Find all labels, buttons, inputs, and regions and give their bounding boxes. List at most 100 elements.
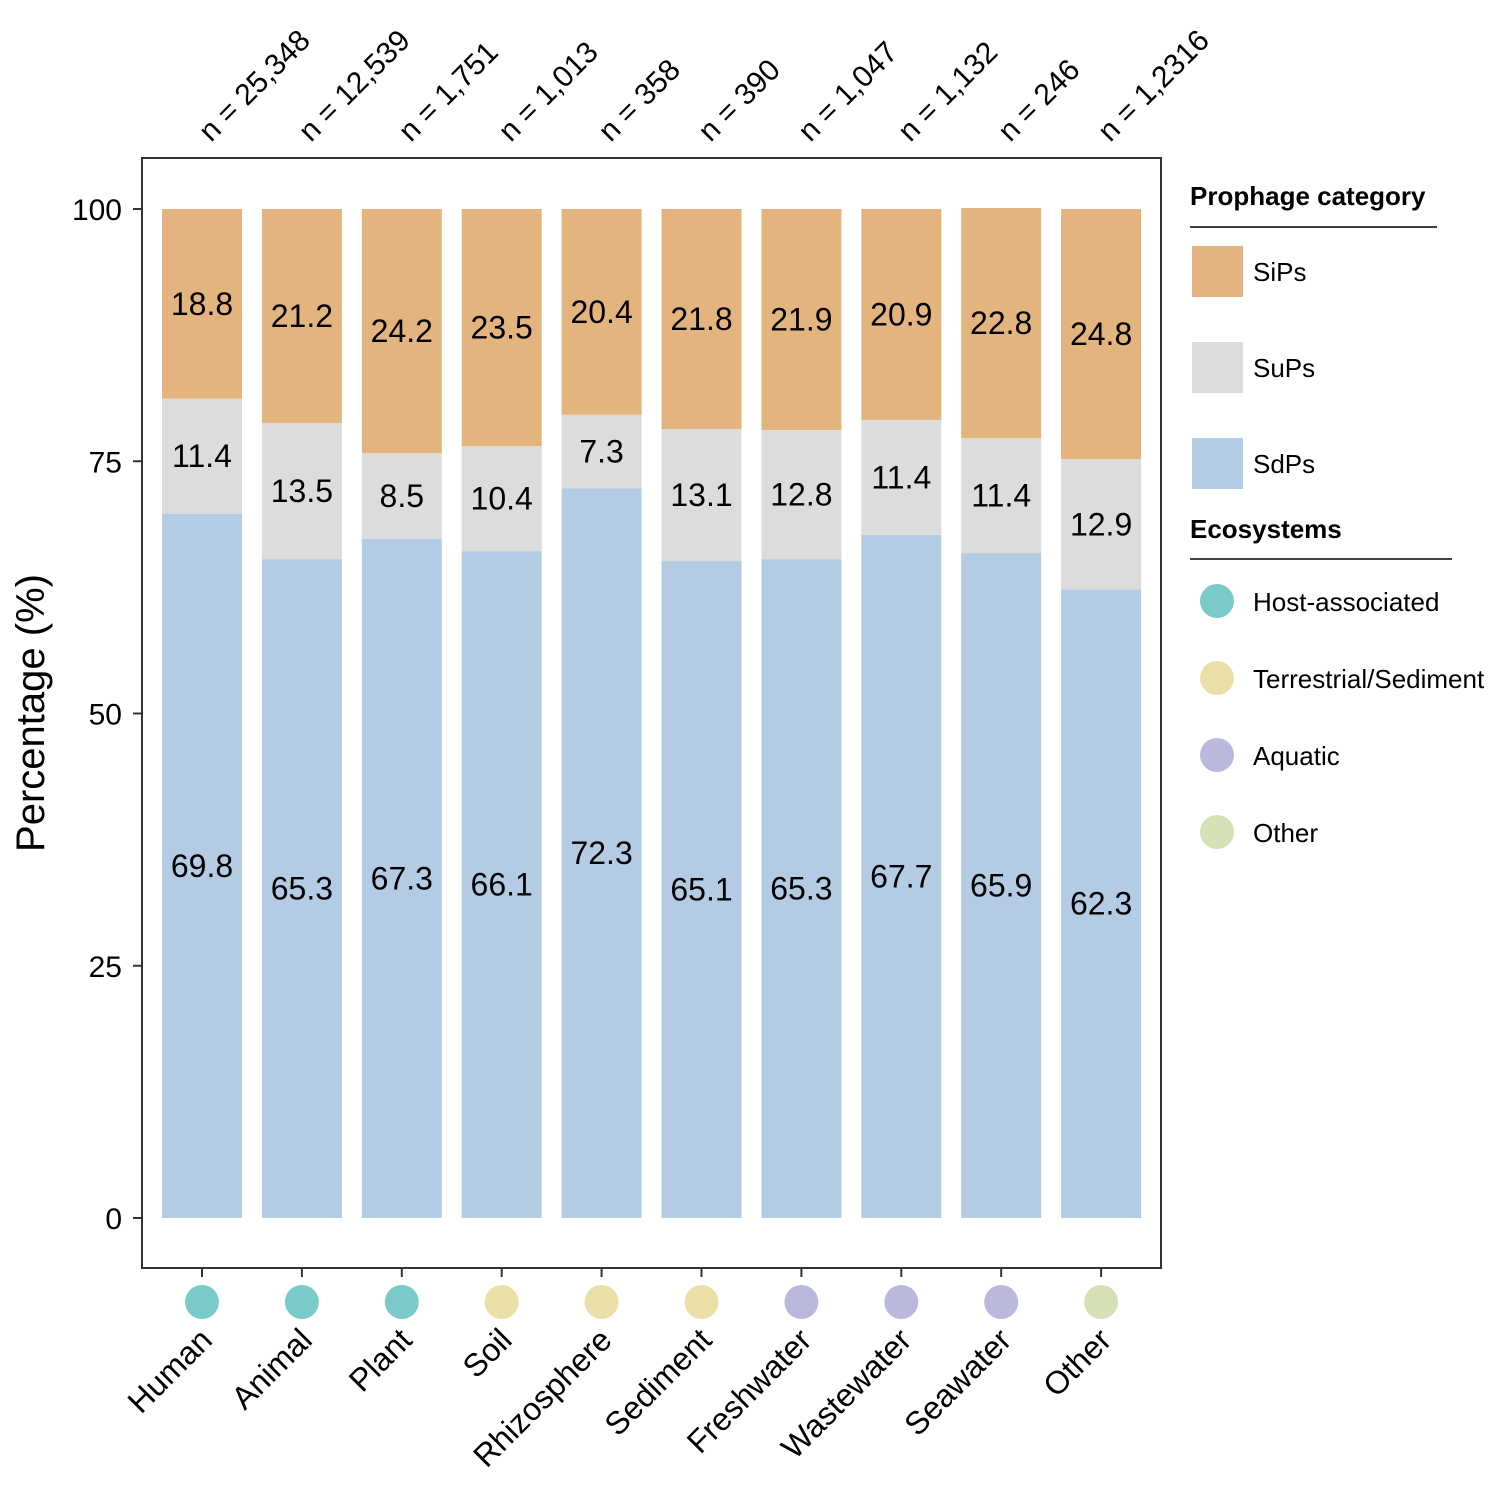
n-label-soil: n = 1,013 — [492, 36, 604, 148]
ecosystem-dot-seawater — [984, 1285, 1019, 1319]
ecosystem-dot-sediment — [684, 1285, 719, 1319]
x-axis: Human Animal Plant SoilRhizosphereSedimentF… — [121, 1268, 1119, 1474]
x-tick-label-seawater: Seawater — [897, 1321, 1018, 1442]
data-label-soil-sdps: 66.1 — [471, 867, 533, 903]
data-label-animal-sdps: 65.3 — [271, 871, 333, 907]
bar-other-sips — [1061, 209, 1142, 460]
ecosystem-dot-human — [185, 1285, 219, 1319]
n-label-seawater: n = 246 — [992, 53, 1087, 148]
data-label-other-sups: 12.9 — [1070, 506, 1132, 542]
n-label-sediment: n = 390 — [692, 53, 787, 148]
data-label-rhizosphere-sips: 20.4 — [570, 294, 632, 330]
data-label-sediment-sups: 13.1 — [670, 477, 732, 513]
x-tick-label-other: Other — [1036, 1321, 1118, 1403]
bar-rhizosphere-sups — [561, 414, 642, 489]
bar-freshwater-sips — [761, 209, 842, 430]
bar-soil-sdps — [461, 551, 542, 1218]
bar-sediment-sups — [661, 429, 742, 562]
data-label-other-sips: 24.8 — [1070, 316, 1132, 352]
legend-swatch-sdps — [1192, 438, 1243, 489]
data-label-animal-sips: 21.2 — [271, 298, 333, 334]
n-label-wastewater: n = 1,132 — [892, 36, 1004, 148]
ecosystem-dot-rhizosphere — [584, 1285, 619, 1319]
legend-label-sdps: SdPs — [1253, 449, 1315, 479]
y-tick-label: 50 — [89, 699, 122, 732]
bar-animal-sdps — [261, 559, 342, 1218]
bars-layer — [162, 208, 1142, 1218]
data-label-freshwater-sdps: 65.3 — [770, 871, 832, 907]
ecosystem-dot-freshwater — [784, 1285, 819, 1319]
data-label-freshwater-sups: 12.8 — [770, 477, 832, 513]
data-label-sediment-sips: 21.8 — [670, 301, 732, 337]
data-label-human-sdps: 69.8 — [171, 848, 233, 884]
legend-label-other: Other — [1253, 818, 1318, 848]
data-label-rhizosphere-sdps: 72.3 — [570, 835, 632, 871]
legend-swatch-sups — [1192, 342, 1243, 393]
n-label-rhizosphere: n = 358 — [592, 53, 687, 148]
bar-plant-sips — [361, 209, 442, 454]
ecosystem-dot-animal — [284, 1285, 319, 1319]
y-tick-label: 25 — [89, 951, 122, 984]
n-label-freshwater: n = 1,047 — [792, 36, 904, 148]
data-label-seawater-sips: 22.8 — [970, 305, 1032, 341]
legend-label-sups: SuPs — [1253, 353, 1315, 383]
bar-animal-sups — [261, 422, 342, 560]
bar-soil-sups — [461, 446, 542, 551]
bar-rhizosphere-sdps — [561, 488, 642, 1218]
data-label-sediment-sdps: 65.1 — [670, 872, 732, 908]
legend-dot-host-associated — [1200, 584, 1234, 618]
bar-soil-sips — [461, 209, 542, 447]
ecosystem-dot-other — [1084, 1285, 1119, 1319]
bar-seawater-sups — [961, 438, 1042, 553]
bar-freshwater-sups — [761, 430, 842, 560]
bar-other-sups — [1061, 459, 1142, 590]
ecosystem-dot-wastewater — [884, 1285, 919, 1319]
legend-dot-other — [1200, 815, 1234, 849]
data-label-plant-sups: 8.5 — [380, 478, 424, 514]
data-label-rhizosphere-sups: 7.3 — [579, 434, 623, 470]
ecosystem-dot-soil — [484, 1285, 519, 1319]
n-label-other: n = 1,2316 — [1092, 24, 1216, 148]
legend-swatch-sips — [1192, 246, 1243, 297]
bar-wastewater-sups — [861, 419, 942, 535]
data-label-soil-sips: 23.5 — [471, 310, 533, 346]
bar-human-sdps — [162, 513, 242, 1218]
legend-ecosystem-title: Ecosystems — [1190, 514, 1342, 544]
bar-sediment-sips — [661, 209, 742, 429]
y-tick-label: 100 — [72, 194, 122, 227]
y-tick-label: 75 — [89, 446, 122, 479]
bar-human-sups — [162, 398, 242, 514]
bar-sediment-sdps — [661, 561, 742, 1218]
y-tick-label: 0 — [105, 1203, 122, 1236]
legend-label-terrestrial-sediment: Terrestrial/Sediment — [1253, 664, 1485, 694]
data-labels-layer: 69.8 11.4 18.8 65.3 13.5 21.2 67.3 8.5 24.2 66.1 1… — [171, 286, 1132, 922]
x-tick-label-soil: Soil — [455, 1321, 518, 1384]
data-label-plant-sdps: 67.3 — [371, 861, 433, 897]
y-axis-title: Percentage (%) — [9, 574, 53, 852]
data-label-wastewater-sups: 11.4 — [871, 459, 931, 495]
data-label-wastewater-sdps: 67.7 — [870, 859, 932, 895]
bar-wastewater-sdps — [861, 534, 942, 1218]
bar-human-sips — [162, 209, 242, 399]
bar-animal-sips — [261, 209, 342, 423]
data-label-human-sups: 11.4 — [172, 438, 232, 474]
x-tick-label-plant: Plant — [342, 1321, 419, 1398]
bar-other-sdps — [1061, 589, 1142, 1218]
data-label-other-sdps: 62.3 — [1070, 886, 1132, 922]
bar-wastewater-sips — [861, 209, 942, 420]
legend-label-host-associated: Host-associated — [1253, 587, 1439, 617]
bar-seawater-sdps — [961, 553, 1042, 1218]
bar-plant-sups — [361, 453, 442, 539]
bar-plant-sdps — [361, 538, 442, 1218]
legend-dot-aquatic — [1200, 738, 1234, 772]
legend-dot-terrestrial-sediment — [1200, 661, 1234, 695]
data-label-wastewater-sips: 20.9 — [870, 296, 932, 332]
ecosystem-dot-plant — [384, 1285, 419, 1319]
bar-freshwater-sdps — [761, 559, 842, 1218]
data-label-plant-sips: 24.2 — [371, 313, 433, 349]
data-label-seawater-sups: 11.4 — [971, 478, 1031, 514]
data-label-soil-sups: 10.4 — [471, 481, 533, 517]
data-label-animal-sups: 13.5 — [271, 473, 333, 509]
